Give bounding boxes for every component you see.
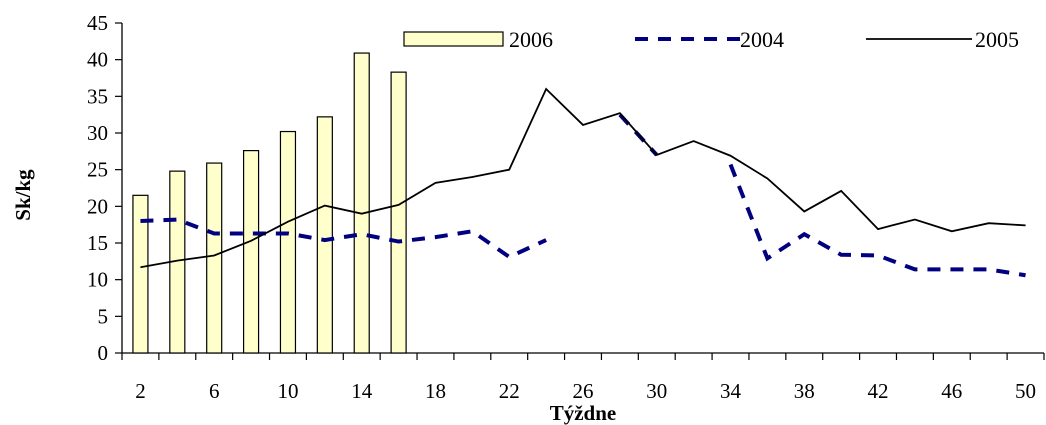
legend-label-2004: 2004 bbox=[740, 27, 784, 52]
x-tick-label: 10 bbox=[277, 379, 298, 403]
x-tick-label: 22 bbox=[499, 379, 520, 403]
bar-series-2006 bbox=[132, 52, 407, 354]
x-tick-label: 50 bbox=[1015, 379, 1036, 403]
bar-2006 bbox=[206, 162, 223, 354]
x-tick-label: 30 bbox=[646, 379, 667, 403]
y-axis-title: Sk/kg bbox=[11, 169, 35, 221]
line-2005 bbox=[140, 87, 1026, 269]
y-tick-label: 25 bbox=[87, 158, 108, 182]
line-2004-segment bbox=[728, 163, 1026, 278]
bar-2006 bbox=[353, 52, 370, 354]
bar-2006 bbox=[242, 150, 260, 354]
x-tick-label: 2 bbox=[135, 379, 146, 403]
x-tick-label: 46 bbox=[941, 379, 962, 403]
legend-swatch-2006 bbox=[403, 31, 504, 47]
y-tick-label: 20 bbox=[87, 194, 108, 218]
x-tick-label: 34 bbox=[720, 379, 742, 403]
axes bbox=[115, 22, 1045, 360]
x-tick-label: 14 bbox=[351, 379, 373, 403]
y-tick-label: 35 bbox=[87, 84, 108, 108]
x-tick-label: 6 bbox=[209, 379, 220, 403]
legend-label-2005: 2005 bbox=[975, 27, 1019, 52]
x-tick-label: 42 bbox=[868, 379, 889, 403]
bar-2006 bbox=[132, 194, 149, 354]
y-tick-label: 0 bbox=[98, 341, 109, 365]
line-series bbox=[140, 87, 1026, 278]
legend: 2006 2004 2005 bbox=[403, 27, 1019, 52]
legend-label-2006: 2006 bbox=[509, 27, 553, 52]
x-tick-label: 18 bbox=[425, 379, 446, 403]
y-tick-label: 10 bbox=[87, 268, 108, 292]
y-tick-label: 30 bbox=[87, 121, 108, 145]
x-tick-label: 38 bbox=[794, 379, 815, 403]
y-tick-label: 45 bbox=[87, 11, 108, 35]
bar-2006 bbox=[316, 116, 333, 354]
x-tick-label: 26 bbox=[573, 379, 594, 403]
line-2004-segment bbox=[140, 217, 547, 260]
x-axis-title: Týždne bbox=[550, 401, 617, 425]
y-tick-label: 5 bbox=[98, 304, 109, 328]
y-tick-label: 15 bbox=[87, 231, 108, 255]
bar-2006 bbox=[279, 130, 297, 354]
bar-2006 bbox=[390, 71, 407, 354]
y-tick-label: 40 bbox=[87, 48, 108, 72]
